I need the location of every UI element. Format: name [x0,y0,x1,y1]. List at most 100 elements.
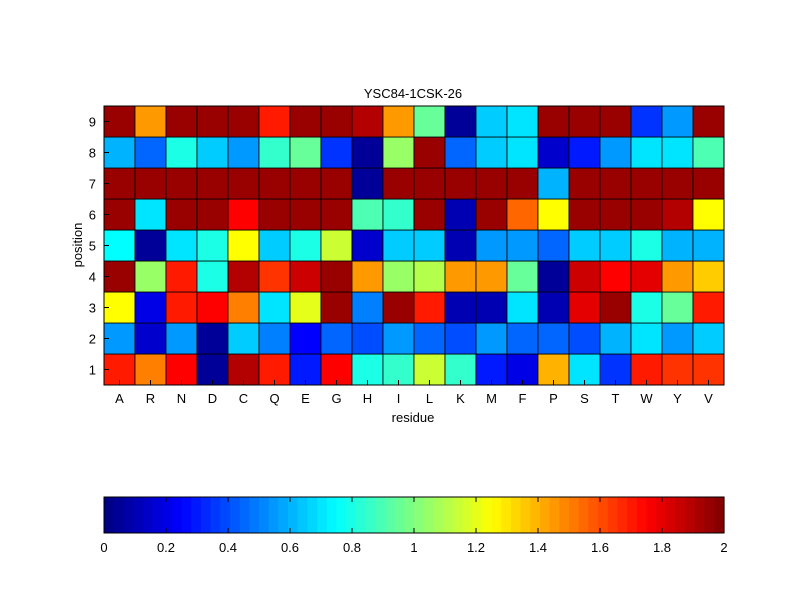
x-axis-label: residue [392,410,435,425]
heatmap-cell-R-3 [134,291,167,324]
heatmap-cell-K-5 [444,229,477,262]
colorbar-segment [181,497,192,533]
heatmap-cell-N-8 [165,136,198,169]
heatmap-cell-T-5 [599,229,632,262]
heatmap-cell-C-6 [227,198,260,231]
colorbar-segment [394,497,405,533]
heatmap-cell-Q-6 [258,198,291,231]
heatmap-cell-H-3 [351,291,384,324]
heatmap-cell-R-8 [134,136,167,169]
heatmap-cell-V-5 [692,229,725,262]
heatmap-cell-M-6 [475,198,508,231]
colorbar-segment [472,497,483,533]
colorbar-segment [704,497,715,533]
heatmap-cell-E-9 [289,105,322,138]
heatmap-cell-K-4 [444,260,477,293]
colorbar-segment [501,497,512,533]
colorbar-segment [259,497,270,533]
heatmap-cell-I-4 [382,260,415,293]
colorbar-segment [569,497,580,533]
x-tick-label: V [704,391,713,406]
colorbar-segment [646,497,657,533]
x-tick-label: F [519,391,527,406]
heatmap-cell-L-2 [413,322,446,355]
heatmap-cell-M-4 [475,260,508,293]
heatmap-cell-I-1 [382,353,415,386]
heatmap-cell-H-9 [351,105,384,138]
heatmap-cell-R-7 [134,167,167,200]
heatmap-cell-Y-3 [661,291,694,324]
colorbar-segment [375,497,386,533]
heatmap-cell-S-6 [568,198,601,231]
heatmap-cell-V-7 [692,167,725,200]
heatmap-cell-C-7 [227,167,260,200]
heatmap-cell-P-7 [537,167,570,200]
x-tick-label: D [208,391,217,406]
heatmap-cell-S-5 [568,229,601,262]
heatmap-cell-F-2 [506,322,539,355]
heatmap-cell-D-6 [196,198,229,231]
heatmap-cell-P-5 [537,229,570,262]
colorbar-segment [481,497,493,533]
colorbar-segment [142,497,154,533]
heatmap-cell-H-2 [351,322,384,355]
heatmap-cell-R-5 [134,229,167,262]
heatmap-cell-I-8 [382,136,415,169]
heatmap-cell-W-3 [630,291,663,324]
heatmap-cell-V-4 [692,260,725,293]
y-tick-label: 8 [89,146,96,161]
x-tick-label: W [640,391,653,406]
heatmap-cell-K-2 [444,322,477,355]
heatmap-cell-A-2 [103,322,136,355]
colorbar-segment [249,497,260,533]
heatmap-cells [103,105,725,386]
chart-title: YSC84-1CSK-26 [364,86,462,101]
heatmap-cell-K-3 [444,291,477,324]
heatmap-cell-I-2 [382,322,415,355]
heatmap-cell-Q-7 [258,167,291,200]
heatmap-cell-E-2 [289,322,322,355]
heatmap-cell-L-3 [413,291,446,324]
colorbar-segment [152,497,163,533]
colorbar-segment [317,497,328,533]
heatmap-cell-T-8 [599,136,632,169]
colorbar-segment [171,497,183,533]
colorbar-segment [210,497,221,533]
colorbar-segment [714,497,725,533]
heatmap-cell-A-9 [103,105,136,138]
heatmap-cell-G-1 [320,353,353,386]
colorbar-segment [539,497,551,533]
heatmap-cell-D-3 [196,291,229,324]
x-tick-label: G [331,391,341,406]
colorbar-segment [685,497,696,533]
colorbar-segment [297,497,309,533]
heatmap-cell-E-5 [289,229,322,262]
heatmap-cell-L-9 [413,105,446,138]
colorbar-segment [607,497,619,533]
colorbar-segment [113,497,124,533]
heatmap-cell-Q-8 [258,136,291,169]
colorbar-segment [636,497,648,533]
colorbar-segment [123,497,134,533]
heatmap-cell-G-3 [320,291,353,324]
colorbar-tick-label: 0 [100,540,107,555]
heatmap-cell-L-6 [413,198,446,231]
colorbar-segment [268,497,279,533]
heatmap-cell-Y-8 [661,136,694,169]
heatmap-cell-Q-4 [258,260,291,293]
heatmap-cell-S-3 [568,291,601,324]
colorbar-segment [462,497,473,533]
colorbar-segment [656,497,667,533]
heatmap-cell-E-4 [289,260,322,293]
heatmap-cell-K-8 [444,136,477,169]
colorbar-segment [491,497,502,533]
colorbar-segment [520,497,531,533]
heatmap-cell-E-3 [289,291,322,324]
colorbar-segment [675,497,686,533]
heatmap-cell-S-2 [568,322,601,355]
y-axis-label: position [70,223,85,268]
x-tick-label: H [363,391,372,406]
colorbar [104,497,725,533]
heatmap-cell-W-2 [630,322,663,355]
heatmap-cell-R-9 [134,105,167,138]
